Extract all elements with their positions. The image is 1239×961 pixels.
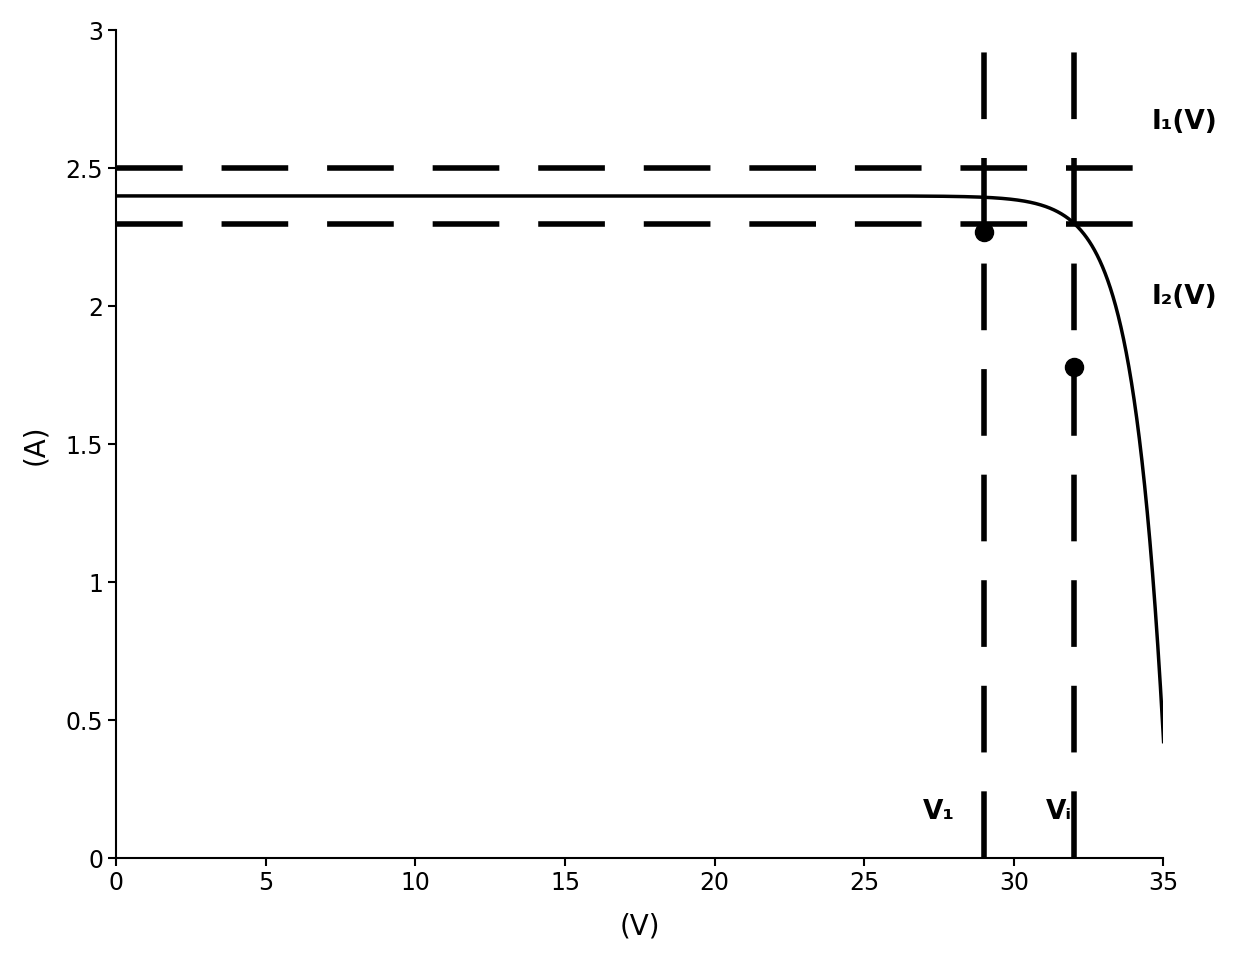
- Text: I₂(V): I₂(V): [1151, 284, 1217, 310]
- Text: I₁(V): I₁(V): [1151, 110, 1217, 136]
- Y-axis label: (A): (A): [21, 424, 48, 464]
- X-axis label: (V): (V): [620, 912, 660, 940]
- Text: V₁: V₁: [923, 800, 955, 825]
- Text: Vᵢ: Vᵢ: [1046, 800, 1072, 825]
